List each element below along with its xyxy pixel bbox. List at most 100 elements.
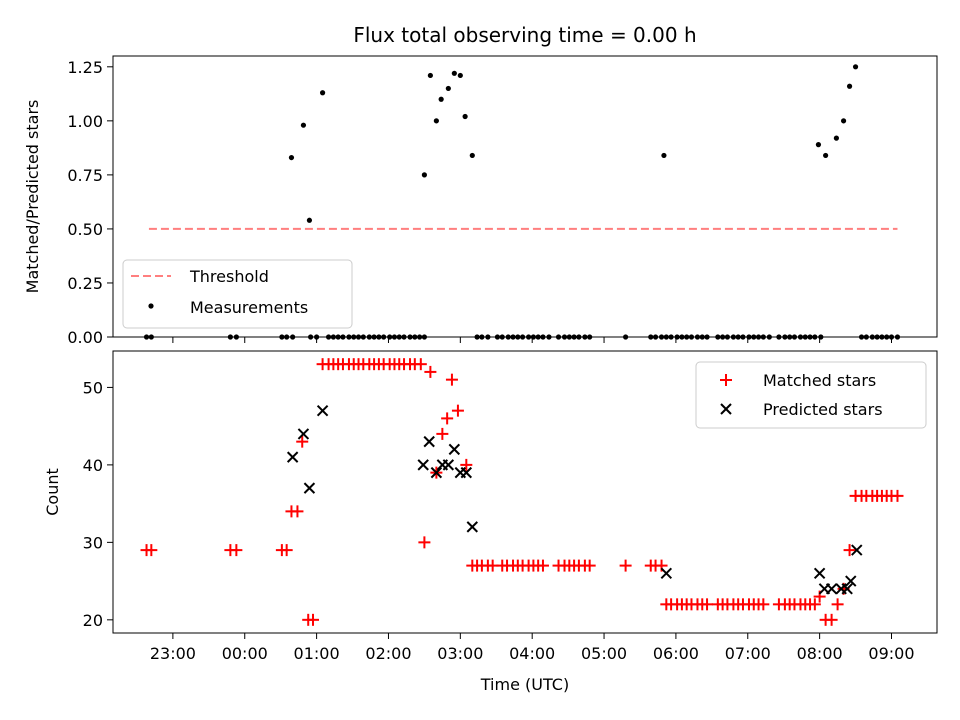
matched-star-point xyxy=(436,427,449,440)
y-tick-label: 0.00 xyxy=(67,328,103,347)
y-tick-label: 0.75 xyxy=(67,166,103,185)
predicted-star-point xyxy=(423,435,435,448)
matched-star-point xyxy=(307,613,320,626)
legend-predicted-label: Predicted stars xyxy=(763,400,883,419)
legend-matched-swatch xyxy=(720,374,732,386)
x-tick-label: 01:00 xyxy=(294,644,340,663)
measurement-point xyxy=(421,172,427,178)
y-tick-label: 50 xyxy=(83,378,103,397)
predicted-star-point xyxy=(316,404,329,417)
x-tick-label: 04:00 xyxy=(509,644,555,663)
measurement-point xyxy=(433,118,439,124)
legend-predicted-swatch xyxy=(720,403,732,415)
bottom-legend: Matched stars Predicted stars xyxy=(695,361,927,429)
bottom-plot-area xyxy=(140,358,904,626)
matched-star-point xyxy=(808,598,821,611)
predicted-star-point xyxy=(442,459,455,471)
x-tick-label: 00:00 xyxy=(222,644,268,663)
y-tick-label: 1.25 xyxy=(67,58,103,77)
matched-star-point xyxy=(291,505,304,518)
measurement-point xyxy=(815,142,822,148)
x-tick-label: 23:00 xyxy=(150,644,196,663)
x-tick-label: 09:00 xyxy=(868,644,914,663)
y-tick-label: 0.25 xyxy=(67,274,103,293)
top-y-axis-label: Matched/Predicted stars xyxy=(23,100,42,294)
matched-star-point xyxy=(445,373,458,386)
x-tick-label: 07:00 xyxy=(725,644,771,663)
bottom-chart: 23:00 00:00 01:00 02:00 03:00 04:00 05:00 06:00… xyxy=(43,350,938,694)
matched-star-point xyxy=(460,458,473,471)
predicted-star-point xyxy=(448,443,461,456)
predicted-star-point xyxy=(297,428,310,440)
predicted-star-point xyxy=(303,482,316,494)
predicted-star-point xyxy=(660,567,673,580)
predicted-star-point xyxy=(851,544,863,556)
measurement-point xyxy=(451,70,457,76)
legend-measurements-label: Measurements xyxy=(190,298,308,317)
matched-star-point xyxy=(583,559,596,572)
matched-star-point xyxy=(701,598,714,611)
matched-star-point xyxy=(441,412,454,425)
matched-star-point xyxy=(536,559,549,572)
y-tick-label: 30 xyxy=(83,533,103,552)
predicted-star-point xyxy=(813,567,826,580)
matched-star-point xyxy=(619,559,632,572)
x-tick-label: 03:00 xyxy=(437,644,483,663)
x-tick-label: 06:00 xyxy=(653,644,699,663)
x-tick-label: 05:00 xyxy=(581,644,627,663)
measurement-point xyxy=(846,83,853,89)
predicted-star-point xyxy=(286,451,299,463)
matched-star-point xyxy=(280,544,293,557)
matched-star-point xyxy=(825,613,838,626)
bottom-legend-box xyxy=(695,361,927,429)
measurement-point xyxy=(288,154,295,161)
bottom-plot-frame xyxy=(112,350,938,634)
y-tick-label: 1.00 xyxy=(67,112,103,131)
predicted-star-point xyxy=(417,459,429,471)
bottom-x-axis-label: Time (UTC) xyxy=(480,675,569,694)
predicted-star-point xyxy=(841,583,853,595)
measurement-point xyxy=(469,152,475,159)
predicted-star-point xyxy=(466,521,479,533)
top-legend-box xyxy=(122,259,353,329)
matched-star-point xyxy=(230,544,243,557)
top-x-ticks xyxy=(172,337,892,343)
measurement-point xyxy=(852,64,859,70)
top-y-ticks: 0.00 0.25 0.50 0.75 1.00 1.25 xyxy=(67,58,113,347)
legend-threshold-label: Threshold xyxy=(189,267,269,286)
measurement-point xyxy=(661,152,667,159)
measurement-point xyxy=(300,122,307,128)
measurement-point xyxy=(438,96,444,102)
matched-star-point xyxy=(414,358,427,371)
y-tick-label: 40 xyxy=(83,456,103,475)
matched-star-point xyxy=(451,404,464,417)
top-plot-frame xyxy=(112,55,938,338)
x-tick-label: 02:00 xyxy=(365,644,411,663)
y-tick-label: 0.50 xyxy=(67,220,103,239)
measurement-point xyxy=(823,152,829,159)
measurement-point xyxy=(462,113,468,120)
matched-star-point xyxy=(296,435,309,448)
measurement-point xyxy=(306,217,313,223)
measurement-point xyxy=(445,85,451,92)
measurement-point xyxy=(457,72,463,79)
matched-star-point xyxy=(145,544,158,557)
y-tick-label: 20 xyxy=(83,611,103,630)
x-tick-label: 08:00 xyxy=(797,644,843,663)
legend-matched-label: Matched stars xyxy=(763,371,876,390)
bottom-y-axis-label: Count xyxy=(43,468,62,516)
top-chart: 0.00 0.25 0.50 0.75 1.00 1.25 Matched/Predict… xyxy=(23,55,938,347)
measurement-point xyxy=(319,90,326,96)
predicted-star-point xyxy=(460,466,473,479)
measurement-point xyxy=(833,135,839,141)
predicted-star-point xyxy=(825,583,838,595)
top-legend: Threshold Measurements xyxy=(122,259,353,329)
bottom-x-ticks: 23:00 00:00 01:00 02:00 03:00 04:00 05:00 06:00… xyxy=(150,633,915,663)
legend-measurements-swatch xyxy=(148,303,154,309)
measurement-point xyxy=(840,118,847,124)
bottom-y-ticks: 20 30 40 50 xyxy=(83,378,113,630)
top-chart-title: Flux total observing time = 0.00 h xyxy=(353,23,696,47)
predicted-star-point xyxy=(845,575,857,587)
